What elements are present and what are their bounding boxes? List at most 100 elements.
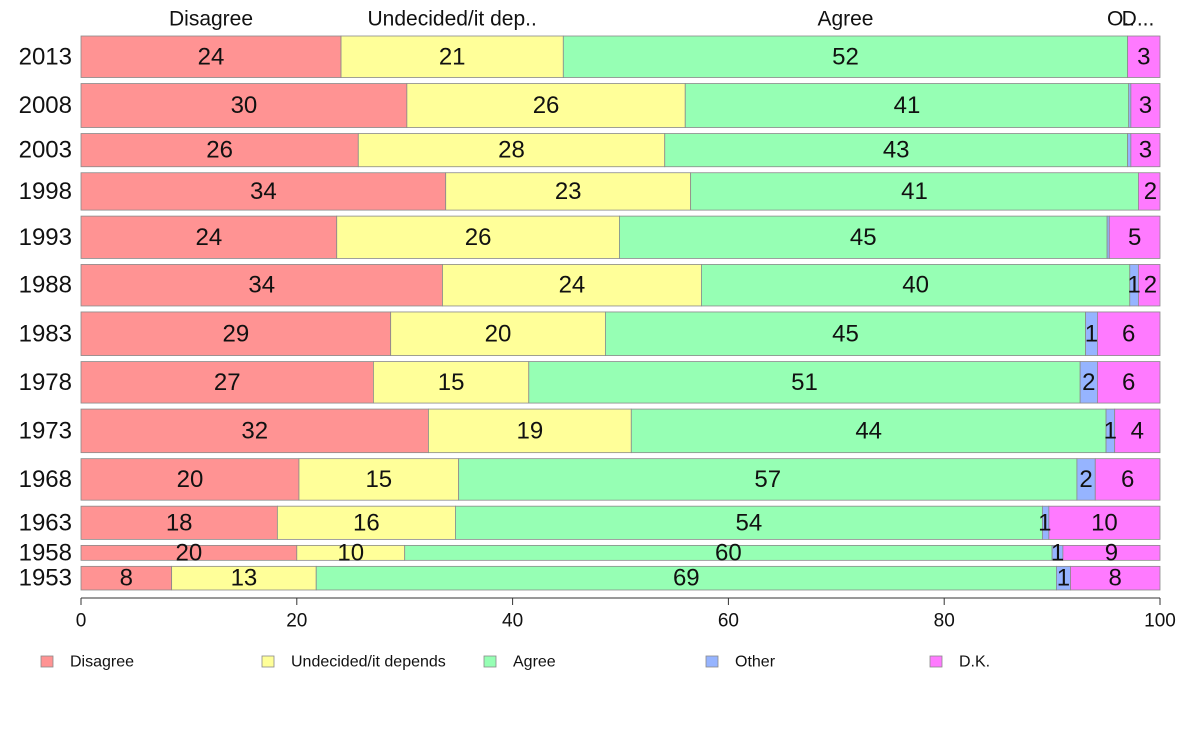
bar-disagree-1983 <box>80 311 392 356</box>
bar-row-1968: 20 15 57 2 6 <box>80 458 1161 501</box>
legend-swatch-d-k <box>929 655 943 668</box>
bar-d-k-1993 <box>1108 215 1161 259</box>
bar-d-k-1983 <box>1097 311 1161 356</box>
column-header-1: Disagree <box>169 8 253 31</box>
data-label-agree-2013: 52 <box>832 43 859 70</box>
bar-undecided-it-depends-1993 <box>336 215 620 259</box>
x-tick-label-40: 40 <box>502 611 523 632</box>
y-tick-label-2003: 2003 <box>19 137 72 164</box>
data-label-disagree-2003: 26 <box>206 137 233 164</box>
x-axis: 0 20 40 60 80 100 <box>76 597 1176 632</box>
bar-d-k-1953 <box>1070 565 1161 591</box>
data-label-undecided-it-depends-1963: 16 <box>353 509 380 536</box>
data-label-other-1973: 1 <box>1104 417 1117 444</box>
data-label-undecided-it-depends-1978: 15 <box>438 369 465 396</box>
data-label-agree-2003: 43 <box>883 137 910 164</box>
data-label-disagree-1983: 29 <box>222 320 249 347</box>
data-label-d-k-2003: 3 <box>1139 137 1152 164</box>
x-tick-label-0: 0 <box>76 611 87 632</box>
bar-agree-1968 <box>458 458 1078 501</box>
bar-d-k-2008 <box>1130 83 1161 128</box>
data-label-other-1988: 1 <box>1127 272 1140 299</box>
legend-swatch-other <box>705 655 719 668</box>
y-tick-label-1998: 1998 <box>19 178 72 205</box>
bar-row-2013: 24 21 52 3 <box>80 35 1161 78</box>
data-label-agree-1963: 54 <box>736 509 763 536</box>
data-label-agree-1978: 51 <box>791 369 818 396</box>
data-label-d-k-2008: 3 <box>1139 92 1152 119</box>
y-tick-label-1963: 1963 <box>19 509 72 536</box>
legend: Disagree Undecided/it depends Agree Other D.… <box>40 654 990 671</box>
column-header-4: O.. <box>1107 8 1135 31</box>
x-tick-label-60: 60 <box>718 611 739 632</box>
legend-item-d-k: D.K. <box>929 654 990 671</box>
data-label-undecided-it-depends-1973: 19 <box>517 417 544 444</box>
data-label-undecided-it-depends-1958: 10 <box>337 539 364 566</box>
data-label-agree-2008: 41 <box>894 92 921 119</box>
data-label-d-k-1978: 6 <box>1122 369 1135 396</box>
legend-item-agree: Agree <box>483 654 556 671</box>
bar-agree-1978 <box>528 361 1081 404</box>
bar-undecided-it-depends-1973 <box>428 408 632 454</box>
bar-disagree-1973 <box>80 408 429 454</box>
legend-item-undecided-it-depends: Undecided/it depends <box>261 654 446 671</box>
bar-disagree-1988 <box>80 264 443 307</box>
bar-agree-1998 <box>690 172 1139 211</box>
data-label-other-1953: 1 <box>1057 565 1070 592</box>
column-header-labels: Disagree Undecided/it dep.. Agree O..D... <box>169 8 1154 31</box>
y-tick-label-1983: 1983 <box>19 320 72 347</box>
bar-undecided-it-depends-1983 <box>390 311 606 356</box>
bar-agree-1983 <box>604 311 1086 356</box>
data-label-disagree-1993: 24 <box>196 224 223 251</box>
bar-disagree-1978 <box>80 361 374 404</box>
legend-label-disagree: Disagree <box>70 654 134 671</box>
x-tick-label-20: 20 <box>286 611 307 632</box>
bar-d-k-1963 <box>1048 505 1161 540</box>
data-label-undecided-it-depends-1968: 15 <box>365 466 392 493</box>
data-label-d-k-1998: 2 <box>1144 178 1157 205</box>
data-label-d-k-1968: 6 <box>1121 466 1134 493</box>
data-label-agree-1988: 40 <box>902 272 929 299</box>
data-label-disagree-1963: 18 <box>166 509 193 536</box>
bar-row-1988: 34 24 40 1 2 <box>80 264 1161 307</box>
bar-row-1963: 18 16 54 1 10 <box>80 505 1161 540</box>
data-label-disagree-1998: 34 <box>250 178 277 205</box>
data-label-d-k-1993: 5 <box>1128 224 1141 251</box>
data-label-undecided-it-depends-2013: 21 <box>439 43 466 70</box>
bar-disagree-2008 <box>80 83 408 128</box>
data-label-d-k-1953: 8 <box>1109 565 1122 592</box>
legend-item-other: Other <box>705 654 776 671</box>
data-label-d-k-1958: 9 <box>1105 539 1118 566</box>
y-tick-label-1988: 1988 <box>19 272 72 299</box>
legend-swatch-disagree <box>40 655 54 668</box>
bar-disagree-1963 <box>80 505 278 540</box>
column-header-2: Undecided/it dep.. <box>368 8 537 31</box>
bar-row-1953: 8 13 69 1 8 <box>80 565 1161 592</box>
bar-d-k-2013 <box>1127 35 1161 78</box>
column-header-5: D... <box>1122 8 1155 31</box>
bar-disagree-2003 <box>80 133 359 168</box>
bar-d-k-1998 <box>1138 172 1161 211</box>
data-label-undecided-it-depends-2003: 28 <box>498 137 525 164</box>
data-label-agree-1983: 45 <box>832 320 859 347</box>
legend-swatch-agree <box>483 655 497 668</box>
data-label-other-1968: 2 <box>1079 466 1092 493</box>
bar-row-2003: 26 28 43 3 <box>80 133 1161 168</box>
bar-undecided-it-depends-1978 <box>373 361 530 404</box>
bar-disagree-1998 <box>80 172 447 211</box>
data-label-undecided-it-depends-1988: 24 <box>559 272 586 299</box>
data-label-agree-1973: 44 <box>855 417 882 444</box>
bar-agree-1963 <box>455 505 1043 540</box>
data-label-disagree-1973: 32 <box>241 417 268 444</box>
data-label-other-1958: 1 <box>1051 539 1064 566</box>
data-label-d-k-1988: 2 <box>1144 272 1157 299</box>
data-label-other-1963: 1 <box>1038 509 1051 536</box>
data-label-disagree-2013: 24 <box>198 43 225 70</box>
legend-label-agree: Agree <box>513 654 556 671</box>
bar-row-1958: 20 10 60 1 9 <box>80 539 1161 566</box>
y-tick-label-2008: 2008 <box>19 92 72 119</box>
bar-d-k-1968 <box>1094 458 1161 501</box>
bar-d-k-2003 <box>1130 133 1161 168</box>
data-label-undecided-it-depends-2008: 26 <box>533 92 560 119</box>
data-label-undecided-it-depends-1998: 23 <box>555 178 582 205</box>
